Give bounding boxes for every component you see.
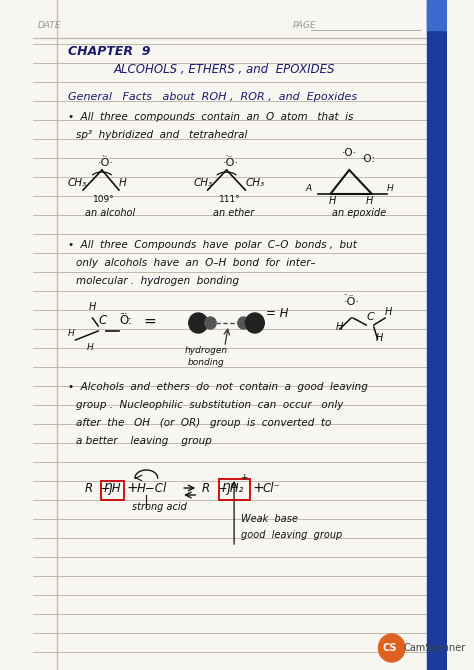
- Text: ·: ·: [101, 153, 103, 159]
- Text: Cl⁻: Cl⁻: [263, 482, 280, 495]
- Text: CS: CS: [382, 643, 397, 653]
- Text: General   Facts   about  ROH ,  ROR ,  and  Epoxides: General Facts about ROH , ROR , and Epox…: [68, 92, 357, 102]
- Circle shape: [238, 317, 249, 329]
- Bar: [427, 0, 447, 670]
- Text: A: A: [306, 184, 312, 193]
- Text: C: C: [366, 312, 374, 322]
- Text: C: C: [98, 314, 107, 327]
- Text: strong acid: strong acid: [132, 502, 187, 512]
- Text: ALCOHOLS , ETHERS , and  EPOXIDES: ALCOHOLS , ETHERS , and EPOXIDES: [113, 63, 335, 76]
- Text: ·Ö·: ·Ö·: [344, 297, 360, 307]
- Text: H−Cl: H−Cl: [137, 482, 167, 495]
- Text: •  Alcohols  and  ethers  do  not  contain  a  good  leaving: • Alcohols and ethers do not contain a g…: [68, 382, 368, 392]
- Text: ·: ·: [226, 153, 228, 159]
- Text: R  −: R −: [202, 482, 228, 495]
- Text: bonding: bonding: [187, 358, 224, 367]
- Circle shape: [379, 634, 405, 662]
- Text: ··: ··: [119, 311, 123, 317]
- Text: ŊH: ŊH: [104, 482, 121, 495]
- Text: H: H: [366, 196, 374, 206]
- Text: ·Ö·: ·Ö·: [98, 158, 114, 168]
- Text: 109°: 109°: [92, 195, 114, 204]
- Text: CHAPTER  9: CHAPTER 9: [68, 45, 150, 58]
- Text: hydrogen: hydrogen: [184, 346, 228, 355]
- Text: after  the   OH   (or  OR)   group  is  converted  to: after the OH (or OR) group is converted …: [75, 418, 331, 428]
- Text: ·O·: ·O·: [342, 148, 357, 158]
- Text: an epoxide: an epoxide: [332, 208, 386, 218]
- Text: H: H: [119, 178, 127, 188]
- Text: Ö:: Ö:: [119, 314, 132, 327]
- Text: ·: ·: [101, 170, 103, 176]
- Text: an alcohol: an alcohol: [85, 208, 135, 218]
- Text: only  alcohols  have  an  O–H  bond  for  inter–: only alcohols have an O–H bond for inter…: [75, 258, 315, 268]
- Text: H: H: [336, 322, 343, 332]
- Text: R  −: R −: [85, 482, 110, 495]
- Text: CH₃: CH₃: [193, 178, 213, 188]
- Text: H: H: [87, 343, 93, 352]
- Bar: [427, 0, 447, 30]
- Text: ·: ·: [226, 170, 228, 176]
- Text: sp³  hybridized  and   tetrahedral: sp³ hybridized and tetrahedral: [75, 130, 247, 140]
- Text: H: H: [328, 196, 336, 206]
- Text: molecular .  hydrogen  bonding: molecular . hydrogen bonding: [75, 276, 238, 286]
- Text: good  leaving  group: good leaving group: [241, 530, 342, 540]
- Text: +: +: [253, 481, 264, 495]
- Text: +: +: [240, 473, 247, 482]
- Text: H: H: [68, 329, 75, 338]
- Circle shape: [189, 313, 208, 333]
- Text: ··: ··: [344, 292, 348, 298]
- Text: ·Ö·: ·Ö·: [223, 158, 239, 168]
- Text: =: =: [144, 314, 156, 329]
- Text: CH₃: CH₃: [68, 178, 87, 188]
- Text: •  All  three  compounds  contain  an  O  atom   that  is: • All three compounds contain an O atom …: [68, 112, 353, 122]
- Text: Weak  base: Weak base: [241, 514, 298, 524]
- Text: 111°: 111°: [219, 195, 241, 204]
- Text: an ether: an ether: [213, 208, 255, 218]
- Text: CH₃: CH₃: [246, 178, 264, 188]
- Text: ŊH₂: ŊH₂: [222, 482, 244, 495]
- Text: CamScanner: CamScanner: [404, 643, 466, 653]
- Text: •  All  three  Compounds  have  polar  C–O  bonds ,  but: • All three Compounds have polar C–O bon…: [68, 240, 357, 250]
- Text: = H: = H: [266, 307, 289, 320]
- Circle shape: [205, 317, 216, 329]
- Circle shape: [246, 313, 264, 333]
- Text: H: H: [387, 184, 394, 193]
- Text: ·O:: ·O:: [361, 154, 376, 164]
- Text: H: H: [89, 302, 96, 312]
- Text: PAGE: PAGE: [292, 21, 316, 30]
- Text: H: H: [376, 333, 383, 343]
- Text: H: H: [385, 307, 392, 317]
- Text: DATE: DATE: [38, 21, 61, 30]
- Text: group .  Nucleophilic  substitution  can  occur   only: group . Nucleophilic substitution can oc…: [75, 400, 343, 410]
- Text: +: +: [127, 481, 138, 495]
- Text: a better    leaving    group: a better leaving group: [75, 436, 211, 446]
